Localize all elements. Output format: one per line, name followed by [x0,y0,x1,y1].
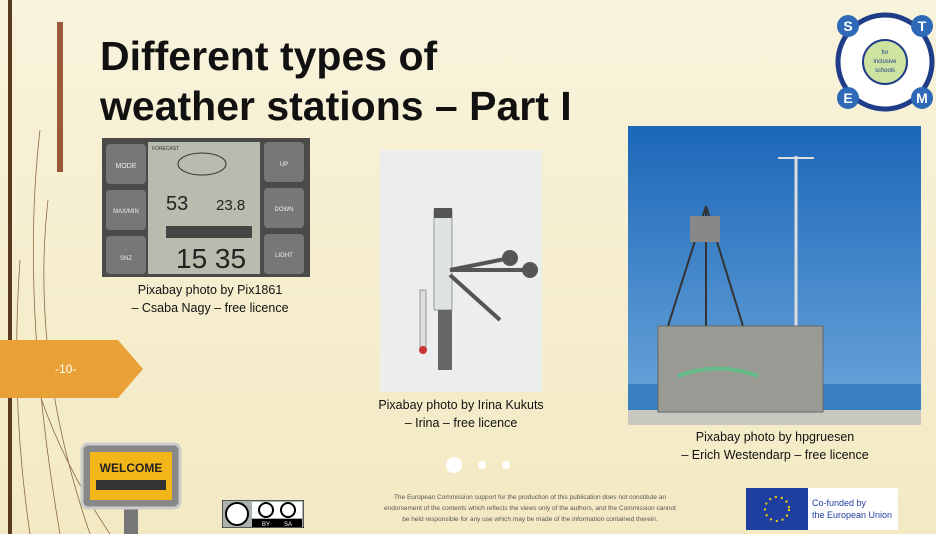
sign-text: WELCOME [100,461,163,475]
button-label: LIGHT [275,253,293,259]
cc-label: SA [284,522,292,528]
logo-text: for [881,50,888,56]
button-label: UP [280,162,288,168]
lcd-text: FORECAST [152,146,179,152]
button-label: MAX/MIN [113,209,139,215]
eu-line: the European Union [812,509,892,521]
welcome-sign: WELCOME [80,440,184,534]
carousel-dot[interactable] [446,457,462,473]
caption: Pixabay photo by hpgruesen [696,428,854,446]
carousel-dot[interactable] [478,461,486,469]
stem-logo: S T E M for inclusive schools [834,12,936,112]
carousel-dot[interactable] [502,461,510,469]
carousel-dots [440,452,520,478]
logo-text: schools [875,68,895,74]
title-line: weather stations – Part I [100,86,572,127]
page-number: -10- [55,362,76,376]
disclaimer: be held responsible for any use which ma… [402,514,657,525]
caption: – Erich Westendarp – free licence [681,446,868,464]
caption: – Csaba Nagy – free licence [131,299,288,317]
caption: – Irina – free licence [405,414,518,432]
eu-flag [746,488,808,530]
button-label: DOWN [275,207,294,213]
lcd-text: 53 [166,193,188,215]
logo-letter: E [843,90,852,106]
slide: -10- Different types of weather stations… [0,0,936,534]
button-label: SNZ [120,256,132,262]
logo-letter: M [916,90,928,106]
photo-mast-station [628,126,921,425]
title-line: Different types of [100,36,437,77]
photo-digital-station: MODE MAX/MIN SNZ UP DOWN LIGHT FORECAST … [102,138,310,277]
cc-label: BY [262,522,270,528]
photo-anemometer [380,150,542,392]
caption: Pixabay photo by Irina Kukuts [378,396,543,414]
eu-line: Co-funded by [812,497,892,509]
caption: Pixabay photo by Pix1861 [138,281,283,299]
eu-text: Co-funded by the European Union [812,497,892,521]
lcd-text: 15 35 [176,243,246,274]
logo-letter: T [918,18,927,34]
button-label: MODE [116,163,137,170]
logo-letter: S [843,18,852,34]
cc-badge: BY SA [222,500,304,528]
lcd-text: 23.8 [216,197,245,214]
logo-text: inclusive [873,59,897,65]
disclaimer: endorsement of the contents which reflec… [384,503,676,514]
disclaimer: The European Commission support for the … [394,492,666,503]
eu-label: Co-funded by the European Union [746,488,898,530]
